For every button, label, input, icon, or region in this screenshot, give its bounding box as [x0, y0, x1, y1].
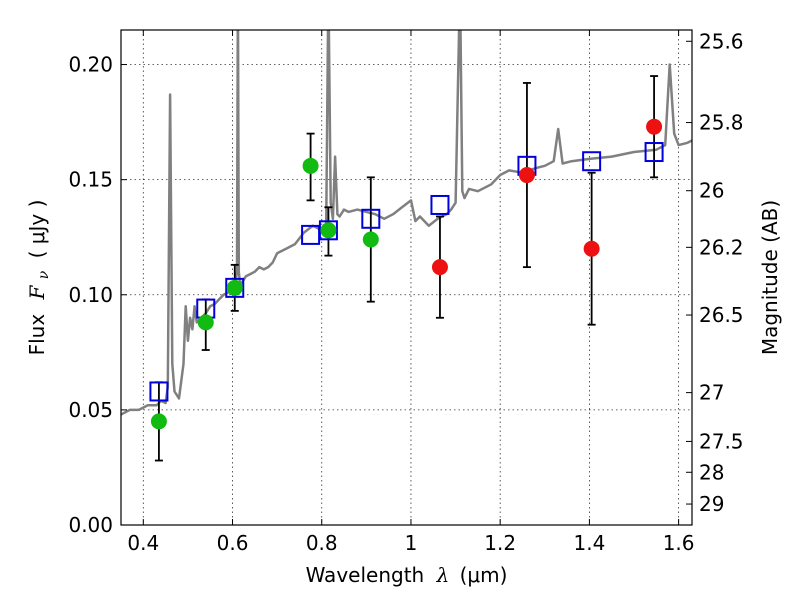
x-tick-label: 1.4: [573, 531, 605, 555]
observed-point-red: [646, 118, 663, 135]
plot-frame: [120, 29, 693, 526]
plot-area: [121, 30, 692, 462]
x-tick-label: 1: [405, 531, 418, 555]
model-point-square: [430, 194, 450, 215]
y2-axis-label: Magnitude (AB): [758, 200, 782, 355]
model-point-square: [582, 151, 602, 172]
y-tick-label: 0.00: [68, 513, 113, 537]
y-tick-label: 0.05: [68, 398, 113, 422]
y2-tick-label: 27: [699, 381, 724, 405]
x-tick-label: 0.6: [217, 531, 249, 555]
x-axis-label: Wavelength λ (μm): [306, 563, 508, 587]
y-tick-label: 0.10: [68, 283, 113, 307]
observed-point-green: [150, 413, 167, 430]
y2-tick-label: 26.2: [699, 235, 744, 259]
y-axis-label: Flux F ν ( μJy ): [25, 200, 53, 356]
observed-point-green: [226, 279, 243, 296]
observed-point-green: [362, 231, 379, 248]
grid: [121, 30, 692, 526]
observed-point-red: [431, 259, 448, 276]
spectrum-line: [121, 30, 692, 416]
y2-tick-label: 28: [699, 460, 724, 484]
y-tick-label: 0.15: [68, 168, 113, 192]
y2-tick-label: 25.8: [699, 111, 744, 135]
model-point-square: [644, 142, 664, 163]
x-tick-label: 0.4: [127, 531, 159, 555]
axis-ticks: 0.4 0.6 0.8 1 1.2 1.4 1.6 0.00 0.05 0.10 0.15 0.20 2…: [68, 29, 743, 555]
observed-point-red: [518, 167, 535, 184]
model-point-square: [361, 208, 381, 229]
y2-tick-label: 25.6: [699, 29, 744, 53]
observed-point-green: [197, 314, 214, 331]
model-point-square: [318, 220, 338, 241]
y-tick-label: 0.20: [68, 53, 113, 77]
y2-tick-label: 26: [699, 179, 724, 203]
y2-tick-label: 27.5: [699, 429, 744, 453]
model-point-square: [225, 277, 245, 298]
x-tick-label: 1.6: [663, 531, 695, 555]
observed-point-red: [583, 240, 600, 257]
x-tick-label: 0.8: [306, 531, 338, 555]
observed-point-green: [320, 222, 337, 239]
y2-tick-label: 26.5: [699, 303, 744, 327]
observed-point-green: [302, 157, 319, 174]
model-point-square: [149, 381, 169, 402]
x-tick-label: 1.2: [484, 531, 516, 555]
y2-tick-label: 29: [699, 492, 724, 516]
